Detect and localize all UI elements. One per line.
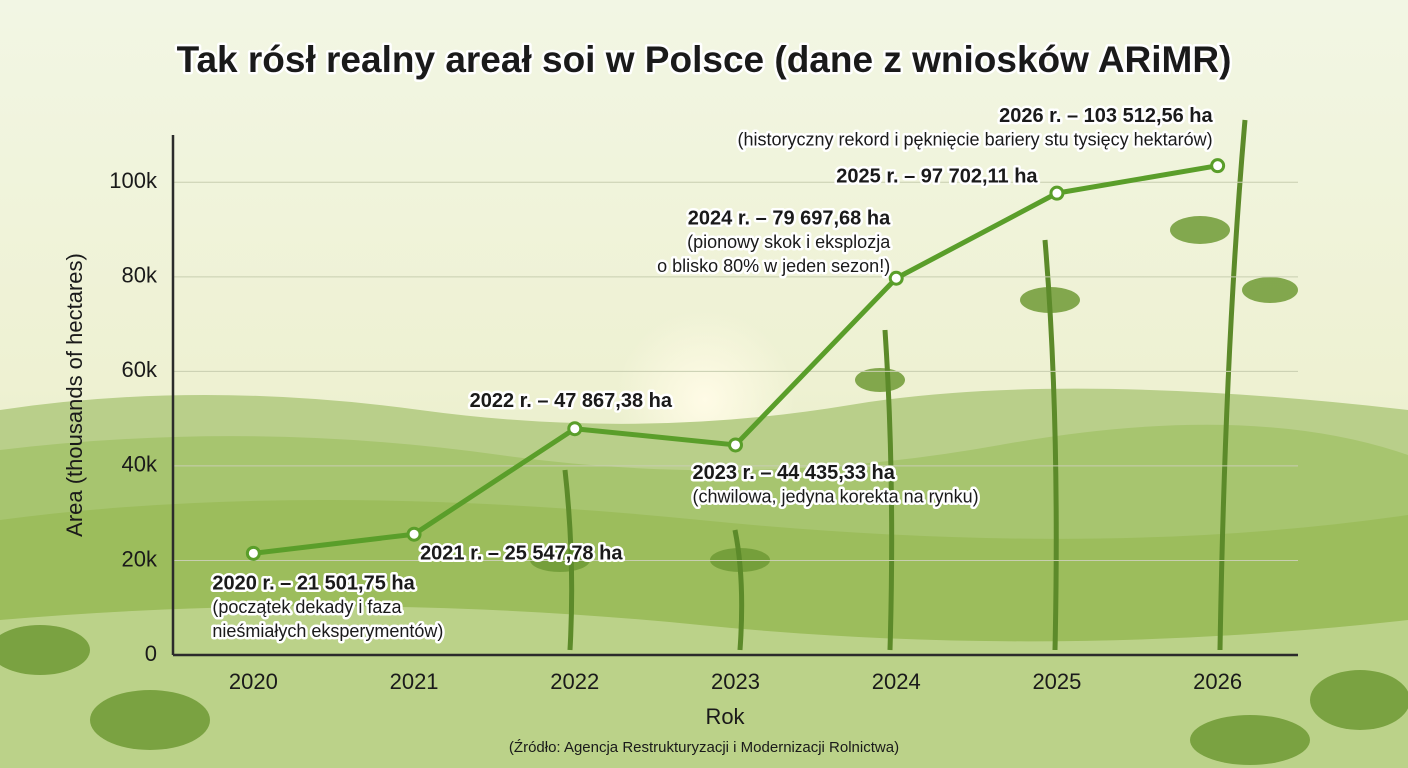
data-point	[728, 437, 743, 453]
source-note: (Źródło: Agencja Restrukturyzacji i Mode…	[509, 739, 899, 756]
y-tick-label: 40k	[122, 452, 158, 477]
y-tick-label: 60k	[122, 357, 158, 382]
y-tick-label: 100k	[109, 168, 158, 193]
x-axis-title: Rok	[705, 704, 745, 729]
data-point	[245, 545, 261, 561]
value-note: (chwilowa, jedyna korekta na rynku)	[693, 487, 979, 507]
x-tick-label: 2020	[229, 669, 278, 694]
x-tick-label: 2024	[872, 669, 921, 694]
data-point	[888, 270, 904, 286]
y-tick-label: 0	[145, 641, 157, 666]
x-tick-label: 2021	[390, 669, 439, 694]
value-note: (pionowy skok i eksplozja	[687, 232, 891, 252]
x-tick-label: 2025	[1032, 669, 1081, 694]
value-label: 2026 r. – 103 512,56 ha	[999, 105, 1213, 127]
value-note: (początek dekady i faza	[212, 597, 402, 617]
y-axis-title: Area (thousands of hectares)	[62, 253, 87, 537]
x-tick-label: 2022	[550, 669, 599, 694]
value-label: 2024 r. – 79 697,68 ha	[688, 208, 891, 230]
x-tick-label: 2026	[1193, 669, 1242, 694]
value-label: 2022 r. – 47 867,38 ha	[470, 390, 673, 412]
data-point	[406, 526, 422, 542]
data-point	[1210, 158, 1226, 174]
value-label: 2021 r. – 25 547,78 ha	[420, 543, 623, 565]
value-note: (historyczny rekord i pęknięcie bariery …	[737, 129, 1212, 149]
x-tick-label: 2023	[711, 669, 760, 694]
value-label: 2023 r. – 44 435,33 ha	[693, 462, 896, 484]
chart-title: Tak rósł realny areał soi w Polsce (dane…	[177, 39, 1232, 80]
y-tick-label: 80k	[122, 263, 158, 288]
value-label: 2025 r. – 97 702,11 ha	[836, 165, 1038, 187]
value-label: 2020 r. – 21 501,75 ha	[212, 573, 415, 595]
data-point	[1049, 185, 1065, 201]
value-note: nieśmiałych eksperymentów)	[212, 621, 443, 641]
value-note: o blisko 80% w jeden sezon!)	[657, 256, 890, 276]
y-tick-label: 20k	[122, 546, 158, 571]
data-point	[567, 421, 583, 437]
